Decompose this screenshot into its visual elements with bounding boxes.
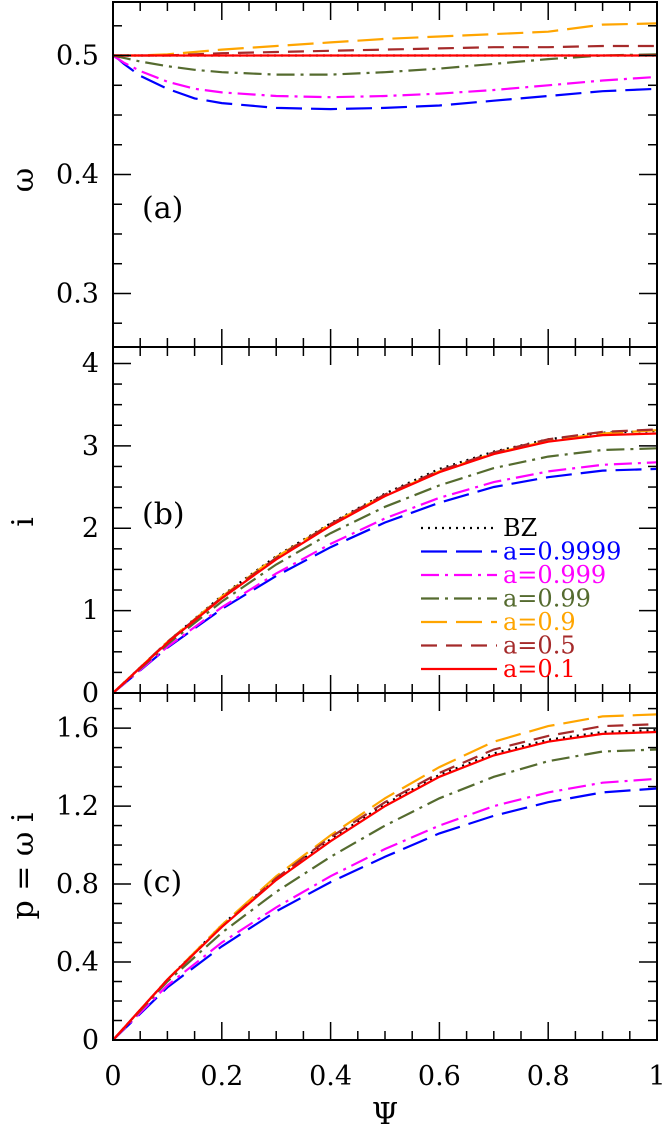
y-tick-label: 0.3 (56, 278, 99, 309)
series-line-a-0-99 (113, 53, 657, 76)
legend-label: a=0.9999 (503, 538, 621, 566)
series-line-a-0-5 (113, 44, 657, 57)
curves (113, 713, 657, 1040)
legend-label: a=0.1 (503, 655, 576, 683)
series-line-a-0-999 (113, 54, 657, 99)
series-line-a-0-9999 (113, 54, 657, 111)
y-tick-label: 1.6 (56, 713, 99, 744)
series-line-a-0-9999 (113, 787, 657, 1040)
legend-label: a=0.9 (503, 608, 576, 636)
x-tick-label: 0 (104, 1061, 121, 1092)
series-line-a-0-9 (113, 713, 657, 1040)
y-tick-label: 0 (82, 1025, 99, 1056)
series-line-a-0-9999 (113, 467, 657, 693)
y-tick-label: 1 (82, 596, 99, 627)
x-tick-label: 0.6 (418, 1061, 461, 1092)
x-axis-label: Ψ (372, 1097, 398, 1130)
legend-label: a=0.5 (503, 632, 576, 660)
y-tick-label: 2 (82, 513, 99, 544)
legend-label: a=0.99 (503, 585, 591, 613)
series-line-a-0-9 (113, 22, 657, 57)
y-axis-label: p = ω i (6, 812, 41, 919)
series-line-a-0-99 (113, 447, 657, 693)
y-tick-label: 0.8 (56, 869, 99, 900)
y-tick-label: 4 (82, 348, 99, 379)
x-tick-label: 0.8 (527, 1061, 570, 1092)
y-axis-label: ω (6, 168, 41, 192)
legend-item: BZ (421, 514, 537, 542)
series-line-bz (113, 728, 657, 1040)
y-tick-label: 0.5 (56, 41, 99, 72)
plot-frame (112, 692, 658, 1041)
x-tick-label: 0.4 (309, 1061, 352, 1092)
curves (113, 428, 657, 693)
legend-label: a=0.999 (503, 561, 606, 589)
y-tick-label: 1.2 (56, 791, 99, 822)
y-axis-label: i (6, 517, 41, 527)
series-line-a-0-999 (113, 777, 657, 1040)
series-line-a-0-5 (113, 428, 657, 693)
panel-a: 0.3 0.4 0.5 ω (a) (6, 1, 658, 348)
legend-label: BZ (503, 514, 537, 542)
legend-item: a=0.9999 (421, 538, 621, 566)
series-line-a-0-5 (113, 723, 657, 1040)
panel-tag: (c) (142, 865, 182, 900)
curves (113, 22, 657, 111)
y-tick-label: 3 (82, 431, 99, 462)
legend-item: a=0.1 (421, 655, 576, 683)
y-tick-label: 0 (82, 678, 99, 709)
panel-tag: (b) (142, 497, 185, 532)
legend-item: a=0.5 (421, 632, 576, 660)
series-line-a-0-99 (113, 748, 657, 1040)
legend-item: a=0.9 (421, 608, 576, 636)
panel-tag: (a) (142, 191, 183, 226)
y-tick-label: 0.4 (56, 160, 99, 191)
series-line-a-0-999 (113, 461, 657, 693)
panel-b: 0 1 2 3 4 i (b) (6, 346, 658, 709)
series-line-a-0-1 (113, 432, 657, 693)
legend-item: a=0.99 (421, 585, 591, 613)
x-tick-label: 0.2 (200, 1061, 243, 1092)
legend-item: a=0.999 (421, 561, 606, 589)
y-tick-label: 0.4 (56, 947, 99, 978)
series-line-a-0-1 (113, 730, 657, 1040)
x-tick-label: 1 (648, 1061, 664, 1092)
panel-c: 0 0.4 0.8 1.2 1.6 p = ω i (c) (6, 692, 658, 1056)
